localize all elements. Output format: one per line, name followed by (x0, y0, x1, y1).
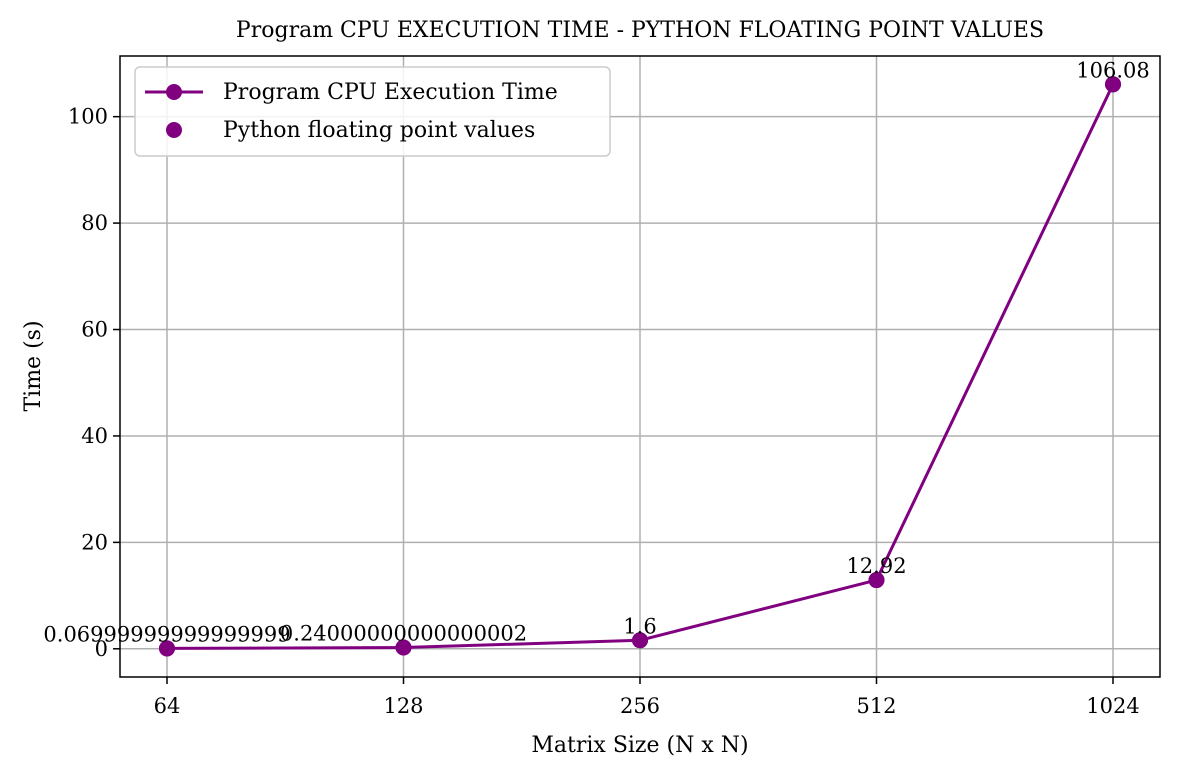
legend-label-points: Python floating point values (223, 118, 535, 143)
legend-marker-swatch (166, 84, 182, 100)
data-label: 0.24000000000000002 (280, 622, 527, 646)
x-tick-label: 256 (620, 694, 660, 718)
y-axis-label: Time (s) (21, 320, 46, 411)
series-layer (159, 76, 1121, 657)
data-label: 0.06999999999999999 (43, 622, 290, 646)
data-label: 106.08 (1076, 58, 1149, 82)
legend: Program CPU Execution Time Python floati… (134, 66, 611, 157)
scatter-point (1105, 76, 1121, 93)
x-tick-label: 1024 (1086, 694, 1139, 718)
x-tick-label: 512 (856, 694, 896, 718)
y-tick-label: 0 (95, 637, 108, 661)
scatter-point (868, 572, 885, 589)
data-label: 12.92 (846, 554, 906, 578)
y-tick-label: 20 (81, 530, 108, 554)
data-label: 1.6 (623, 614, 656, 638)
y-tick-label: 100 (68, 105, 108, 129)
y-axis: 0 20 40 60 80 100 (68, 105, 120, 661)
legend-marker-swatch-2 (166, 122, 182, 138)
y-tick-label: 40 (81, 424, 108, 448)
y-tick-label: 60 (81, 318, 108, 342)
scatter-point (395, 639, 412, 656)
y-tick-label: 80 (81, 211, 108, 235)
x-tick-label: 128 (383, 694, 423, 718)
x-axis: 64 128 256 512 1024 (154, 677, 1140, 718)
scatter-point (632, 632, 648, 649)
legend-label-line: Program CPU Execution Time (223, 80, 558, 105)
chart-title: Program CPU EXECUTION TIME - PYTHON FLOA… (236, 18, 1044, 43)
scatter-point (159, 640, 175, 657)
x-axis-label: Matrix Size (N x N) (531, 733, 748, 758)
x-tick-label: 64 (154, 694, 181, 718)
legend-box (134, 66, 611, 157)
